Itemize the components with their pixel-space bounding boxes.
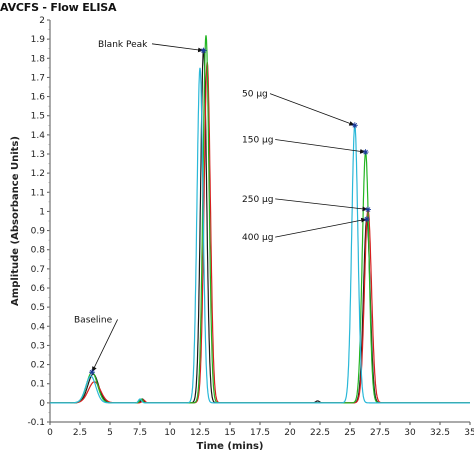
x-tick-label: 27.5: [370, 428, 390, 438]
y-tick-label: 1.5: [31, 112, 45, 122]
annotations: Baseline Blank Peak 50 µg 150 µg 250 µg 400 µ…: [74, 40, 371, 376]
x-tick-label: 12.5: [190, 428, 210, 438]
x-tick-label: 17.5: [250, 428, 270, 438]
annotation-arrow: [275, 217, 367, 238]
y-tick-label: 1.8: [31, 54, 46, 64]
x-tick-label: 20: [284, 428, 296, 438]
y-tick-label: 0.9: [31, 227, 46, 237]
x-tick-label: 15: [224, 428, 235, 438]
y-axis-title: Amplitude (Absorbance Units): [10, 136, 21, 306]
x-tick-label: 22.5: [310, 428, 330, 438]
y-tick-label: 0.8: [31, 246, 46, 256]
annotation-arrow: [151, 43, 204, 53]
x-tick-label: 32.5: [430, 428, 450, 438]
peak-marker: [365, 206, 371, 213]
annotation-arrow: [269, 93, 355, 126]
y-tick-label: 0.2: [31, 361, 45, 371]
annotation-arrow: [275, 139, 366, 154]
peak-marker: [351, 122, 358, 129]
chart-title: AVCFS - Flow ELISA: [0, 1, 117, 14]
peak-marker: [89, 369, 95, 376]
y-tick-label: 0.3: [31, 341, 45, 351]
peak-marker: [362, 149, 369, 156]
series-line: [50, 67, 470, 404]
y-tick-label: 1.3: [31, 150, 45, 160]
annotation-label: Blank Peak: [98, 40, 148, 50]
x-tick-label: 2.5: [73, 428, 87, 438]
x-tick-label: 10: [164, 428, 176, 438]
y-tick-label: 2: [39, 16, 45, 26]
x-axis-title: Time (mins): [197, 441, 264, 450]
y-tick-label: 0.7: [31, 265, 45, 275]
annotation-label: 50 µg: [242, 90, 268, 100]
annotation-label: 150 µg: [242, 136, 273, 146]
y-tick-label: 1.2: [31, 169, 45, 179]
y-tick-label: -0.1: [27, 418, 45, 428]
peak-marker: [200, 47, 207, 54]
y-tick-label: 0.5: [31, 303, 45, 313]
x-tick-label: 0: [47, 428, 53, 438]
series-layer: [50, 35, 470, 404]
y-tick-label: 1.4: [31, 131, 46, 141]
y-tick-label: 0.6: [31, 284, 46, 294]
y-tick-label: 0.4: [31, 322, 46, 332]
x-tick-label: 30: [404, 428, 416, 438]
y-tick-label: 1: [39, 207, 45, 217]
annotation-arrow: [91, 319, 118, 373]
y-tick-label: 0: [39, 399, 45, 409]
x-tick-label: 7.5: [133, 428, 147, 438]
axes: -0.100.10.20.30.40.50.60.70.80.911.11.21…: [27, 16, 474, 438]
annotation-label: Baseline: [74, 315, 113, 325]
annotation-arrow: [275, 198, 369, 212]
y-tick-label: 1.9: [31, 35, 46, 45]
annotation-label: 250 µg: [242, 195, 273, 205]
y-tick-label: 1.6: [31, 93, 46, 103]
annotation-label: 400 µg: [242, 233, 273, 243]
peak-marker: [363, 216, 370, 223]
x-tick-label: 25: [344, 428, 355, 438]
x-tick-label: 5: [107, 428, 113, 438]
x-tick-label: 35: [464, 428, 474, 438]
series-line: [50, 48, 470, 404]
y-tick-label: 0.1: [31, 380, 45, 390]
y-tick-label: 1.7: [31, 73, 45, 83]
y-tick-label: 1.1: [31, 188, 45, 198]
